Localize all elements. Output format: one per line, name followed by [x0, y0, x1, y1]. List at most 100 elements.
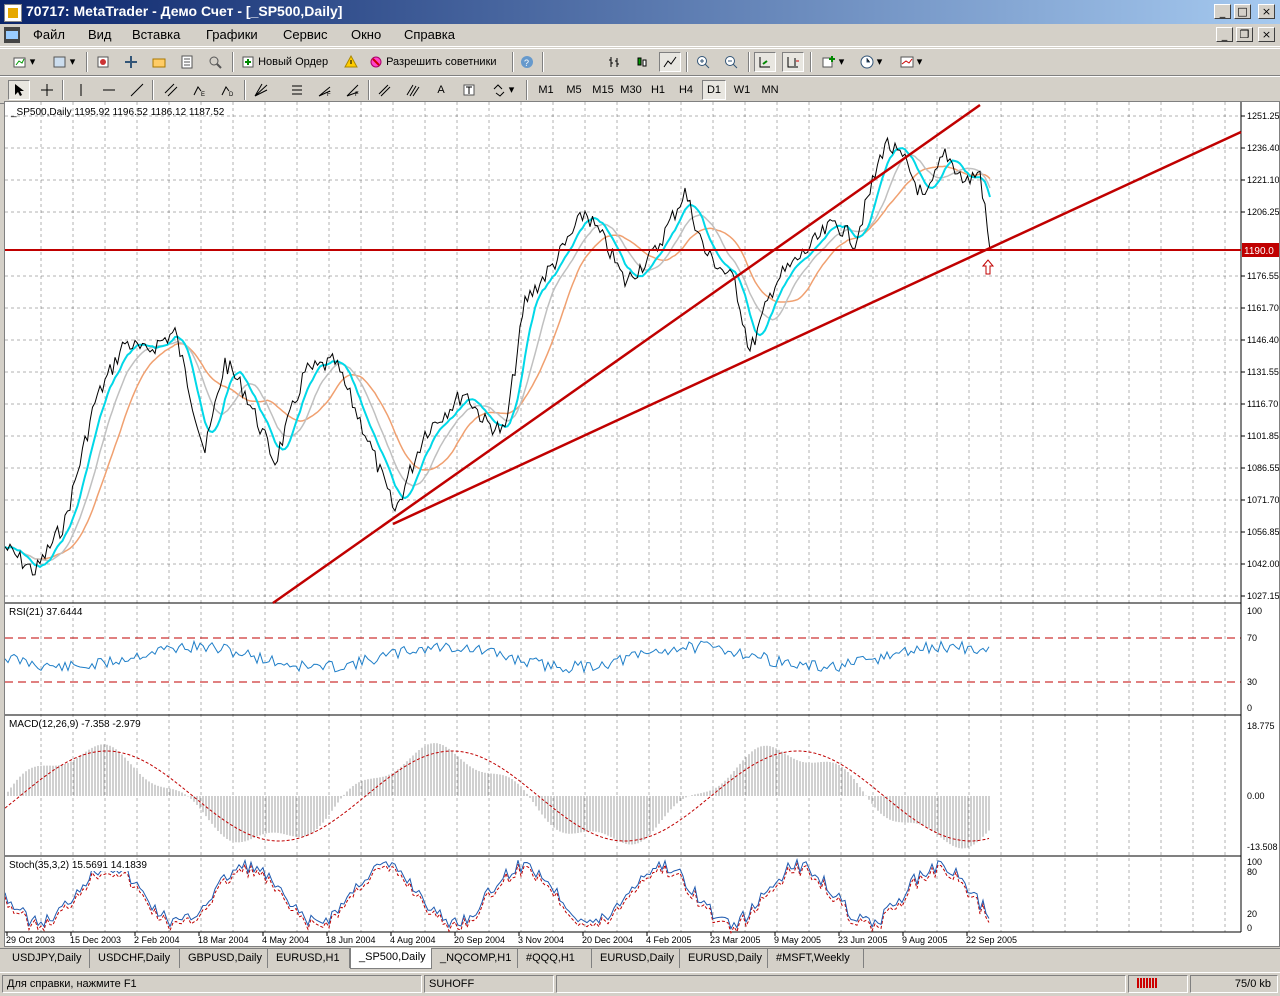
data-window-button[interactable]	[148, 52, 170, 72]
channel-tool[interactable]	[160, 80, 182, 100]
fibo-retracement-tool[interactable]	[286, 80, 308, 100]
crosshair-tool[interactable]	[36, 80, 58, 100]
price-label: 1221.10	[1247, 175, 1279, 185]
fibo-fan-tool[interactable]: F	[314, 80, 336, 100]
price-label: 1071.70	[1247, 495, 1279, 505]
zoom-in-button[interactable]	[692, 52, 714, 72]
horizontal-line-tool[interactable]	[98, 80, 120, 100]
timeframe-m1[interactable]: M1	[538, 84, 554, 96]
date-label: 4 Feb 2005	[646, 935, 692, 945]
tab-usdjpy-daily[interactable]: USDJPY,Daily	[4, 949, 90, 968]
fibo-arcs-icon: F	[346, 84, 359, 97]
tab-sp500-daily[interactable]: _SP500,Daily	[350, 948, 432, 969]
timeframe-h4[interactable]: H4	[678, 84, 694, 96]
fibo-d-tool[interactable]: D	[216, 80, 238, 100]
trendlines[interactable]	[5, 103, 1242, 605]
date-label: 9 May 2005	[774, 935, 821, 945]
text-label-tool[interactable]	[458, 80, 480, 100]
fibo-arcs-tool[interactable]: F	[342, 80, 364, 100]
cursor-tool[interactable]	[8, 80, 30, 100]
auto-scroll-icon	[759, 57, 770, 68]
child-restore-button[interactable]: ❐	[1236, 27, 1253, 42]
chart-canvas[interactable]: 1251.25 1236.40 1221.10 1206.25 1176.55 1161.…	[5, 102, 1279, 946]
tab-nqcomp-h1[interactable]: _NQCOMP,H1	[432, 949, 518, 968]
alert-button[interactable]	[340, 52, 362, 72]
child-close-button[interactable]: ×	[1258, 27, 1275, 42]
chart-shift-button[interactable]	[782, 52, 804, 72]
timeframe-mn[interactable]: MN	[761, 84, 779, 96]
indicator-level-label: 70	[1247, 633, 1257, 643]
status-traffic: 75/0 kb	[1190, 975, 1278, 993]
folder-icon	[152, 58, 166, 68]
tab-qqq-h1[interactable]: #QQQ,H1	[518, 949, 592, 968]
menu-insert[interactable]: Вставка	[132, 27, 181, 42]
tab-gbpusd-daily[interactable]: GBPUSD,Daily	[180, 949, 268, 968]
drawing-toolbar: E D F F A ▾ M1 M5 M15 M30 H1 H4 D1 W1 MN	[0, 76, 1280, 104]
bar-chart-button[interactable]	[603, 52, 625, 72]
fibo-icon	[292, 85, 302, 95]
menu-window[interactable]: Окно	[351, 27, 382, 42]
price-label: 1042.00	[1247, 559, 1279, 569]
tab-usdchf-daily[interactable]: USDCHF,Daily	[90, 949, 180, 968]
chart-window-icon[interactable]	[4, 27, 20, 43]
tester-button[interactable]	[204, 52, 226, 72]
close-button[interactable]: ×	[1258, 4, 1275, 19]
tab-eurusd-daily[interactable]: EURUSD,Daily	[592, 949, 680, 968]
zoom-out-button[interactable]	[720, 52, 742, 72]
trendline-tool[interactable]	[126, 80, 148, 100]
chart-window[interactable]: 1251.25 1236.40 1221.10 1206.25 1176.55 1161.…	[4, 101, 1280, 947]
candle-chart-button[interactable]	[631, 52, 653, 72]
price-label: 1116.70	[1247, 399, 1278, 409]
timeframe-h1[interactable]: H1	[650, 84, 666, 96]
macd-signal-line	[5, 750, 990, 842]
cycle-lines-tool[interactable]	[402, 80, 424, 100]
new-order-button[interactable]: Новый Ордер	[238, 52, 338, 72]
indicators-button[interactable]: ▾	[816, 52, 850, 72]
new-chart-button[interactable]: ▾	[6, 52, 42, 72]
navigator-button[interactable]	[120, 52, 142, 72]
arrows-tool[interactable]: ▾	[486, 80, 520, 100]
timeframe-m15[interactable]: M15	[592, 84, 614, 96]
connection-status[interactable]	[1128, 975, 1188, 993]
auto-scroll-button[interactable]	[754, 52, 776, 72]
timeframe-m30[interactable]: M30	[620, 84, 642, 96]
status-empty	[556, 975, 1126, 993]
terminal-button[interactable]	[176, 52, 198, 72]
menu-file[interactable]: Файл	[33, 27, 65, 42]
timeframe-d1[interactable]: D1	[702, 80, 726, 100]
templates-button[interactable]: ▾	[894, 52, 928, 72]
timeframe-w1[interactable]: W1	[733, 84, 751, 96]
maximize-button[interactable]: □	[1234, 4, 1251, 19]
profiles-button[interactable]: ▾	[46, 52, 82, 72]
price-label: 1236.40	[1247, 143, 1279, 153]
ma-fast-line	[5, 147, 991, 569]
navigator-icon	[125, 56, 137, 69]
experts-toggle-button[interactable]: Разрешить советники	[366, 52, 508, 72]
menu-view[interactable]: Вид	[88, 27, 112, 42]
menu-charts[interactable]: Графики	[206, 27, 258, 42]
timeframe-m5[interactable]: M5	[566, 84, 582, 96]
tab-msft-weekly[interactable]: #MSFT,Weekly	[768, 949, 864, 968]
andrews-pitchfork-tool[interactable]	[374, 80, 396, 100]
vertical-line-tool[interactable]	[70, 80, 92, 100]
child-minimize-button[interactable]: _	[1216, 27, 1233, 42]
trendline-upper[interactable]	[272, 103, 981, 605]
templates-icon	[900, 56, 914, 68]
ma-mid-line	[5, 154, 991, 562]
indicator-level-label: 20	[1247, 909, 1257, 919]
date-label: 20 Dec 2004	[582, 935, 633, 945]
gann-fan-tool[interactable]	[250, 80, 272, 100]
trendline-lower[interactable]	[392, 130, 1242, 526]
market-watch-button[interactable]	[92, 52, 114, 72]
price-label: 1206.25	[1247, 207, 1279, 217]
fibo-expansion-tool[interactable]: E	[188, 80, 210, 100]
text-tool[interactable]: A	[430, 80, 452, 100]
tab-eurusd-daily-2[interactable]: EURUSD,Daily	[680, 949, 768, 968]
menu-tools[interactable]: Сервис	[283, 27, 328, 42]
line-chart-button[interactable]	[659, 52, 681, 72]
menu-help[interactable]: Справка	[404, 27, 455, 42]
periods-button[interactable]: ▾	[854, 52, 888, 72]
tab-eurusd-h1[interactable]: EURUSD,H1	[268, 949, 350, 968]
meta-editor-button[interactable]: ?	[516, 52, 538, 72]
minimize-button[interactable]: _	[1214, 4, 1231, 19]
